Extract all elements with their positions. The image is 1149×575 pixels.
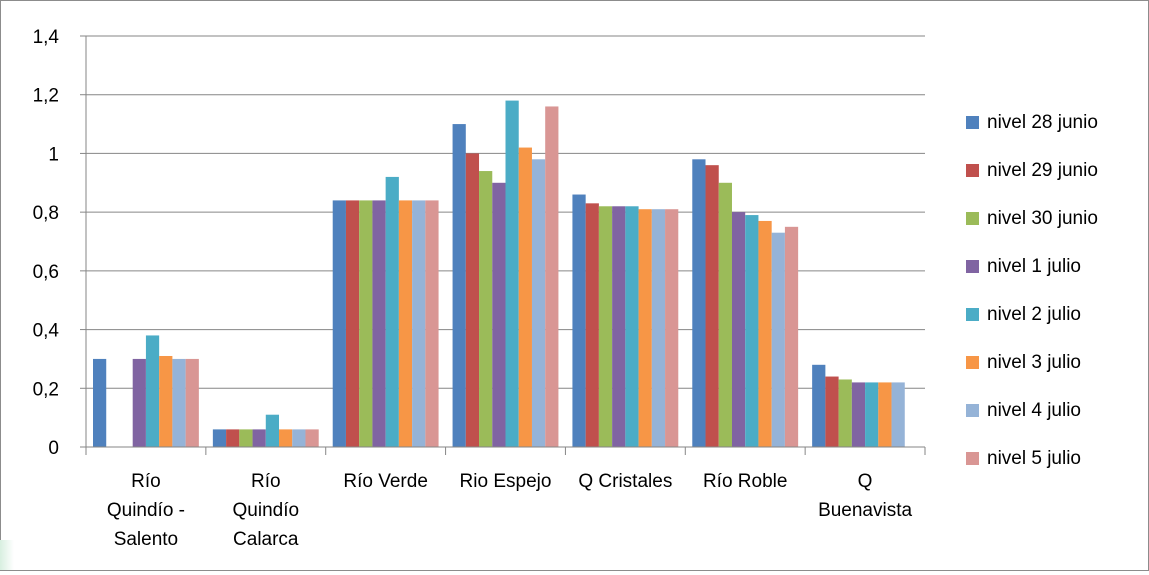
- legend-label: nivel 3 julio: [987, 352, 1081, 373]
- x-tick-label: Río Verde: [343, 471, 428, 492]
- bar: [159, 355, 173, 447]
- y-tick-label: 1,2: [33, 86, 59, 107]
- y-tick-label: 1: [48, 144, 59, 165]
- axes: [85, 36, 926, 455]
- bar: [531, 159, 546, 448]
- bar: [359, 200, 373, 447]
- watermark: [0, 540, 14, 570]
- x-axis-tick-labels: Río Quindío -Salento Río Quindío Calarca Río …: [107, 471, 913, 550]
- bar: [771, 232, 785, 447]
- bars: [93, 100, 905, 448]
- x-tick-label: Río Quindío Calarca: [233, 471, 300, 550]
- x-tick-label: Q Buenavista: [818, 471, 912, 521]
- bar: [398, 200, 413, 447]
- bar: [784, 226, 799, 447]
- legend-label: nivel 2 julio: [987, 304, 1081, 325]
- bar: [172, 358, 186, 447]
- bar: [612, 206, 626, 447]
- bar: [505, 100, 519, 447]
- legend-label: nivel 29 junio: [987, 160, 1098, 181]
- legend-swatch: [966, 116, 979, 129]
- bar: [625, 206, 639, 447]
- bar: [279, 429, 293, 447]
- x-tick-label: Q Cristales: [578, 471, 672, 492]
- bar: [145, 335, 160, 447]
- bar: [758, 220, 772, 447]
- bar: [598, 206, 613, 447]
- bar: [185, 358, 199, 447]
- legend-swatch: [966, 164, 979, 177]
- legend-label: nivel 1 julio: [987, 256, 1081, 277]
- bar: [878, 382, 892, 447]
- bar: [705, 165, 719, 447]
- bar: [132, 358, 146, 447]
- bar: [692, 159, 706, 448]
- x-tick-label: Rio Espejo: [460, 471, 552, 492]
- legend-label: nivel 30 junio: [987, 208, 1098, 229]
- bar: [412, 200, 426, 447]
- legend-label: nivel 4 julio: [987, 400, 1081, 421]
- bar: [252, 429, 266, 447]
- bar: [572, 194, 586, 447]
- x-tick-label: Río Quindío -Salento: [107, 471, 185, 550]
- legend-swatch: [966, 404, 979, 417]
- bar: [305, 429, 319, 447]
- legend-swatch: [966, 260, 979, 273]
- y-axis-tick-labels: 0 0,2 0,4 0,6 0,8 1 1,2 1,4: [33, 27, 86, 459]
- bar: [226, 429, 240, 447]
- legend-swatch: [966, 308, 979, 321]
- y-tick-label: 0,6: [33, 262, 59, 283]
- bar: [545, 106, 559, 447]
- bar: [93, 358, 107, 447]
- bar: [851, 382, 866, 447]
- bar: [372, 200, 386, 447]
- bar: [425, 200, 439, 447]
- bar: [212, 429, 227, 447]
- legend: nivel 28 junio nivel 29 junio nivel 30 jun…: [966, 112, 1098, 469]
- bar: [492, 182, 506, 448]
- bar: [465, 153, 480, 447]
- bar: [239, 429, 253, 447]
- bar: [838, 379, 852, 447]
- y-tick-label: 0,4: [33, 321, 60, 342]
- x-tick-label: Río Roble: [703, 471, 788, 492]
- bar: [585, 203, 599, 447]
- bar: [745, 215, 759, 447]
- bar: [265, 414, 280, 447]
- bar: [479, 171, 493, 448]
- bar: [651, 209, 666, 447]
- legend-swatch: [966, 356, 979, 369]
- bar: [332, 200, 346, 447]
- y-tick-label: 0,8: [33, 203, 59, 224]
- y-tick-label: 1,4: [33, 27, 60, 48]
- y-tick-label: 0,2: [33, 379, 59, 400]
- bar: [518, 147, 532, 448]
- bar: [452, 124, 466, 448]
- bar: [292, 429, 306, 447]
- bar: [385, 176, 399, 447]
- bar: [638, 209, 652, 447]
- bar: [718, 182, 732, 448]
- bar: [865, 382, 879, 447]
- bar: [812, 364, 826, 447]
- legend-label: nivel 5 julio: [987, 448, 1081, 469]
- bar: [825, 376, 839, 447]
- bar: [345, 200, 360, 447]
- bar: [665, 209, 679, 447]
- bar: [731, 212, 746, 447]
- legend-label: nivel 28 junio: [987, 112, 1098, 133]
- legend-swatch: [966, 212, 979, 225]
- y-tick-label: 0: [48, 438, 59, 459]
- bar: [891, 382, 905, 447]
- legend-swatch: [966, 452, 979, 465]
